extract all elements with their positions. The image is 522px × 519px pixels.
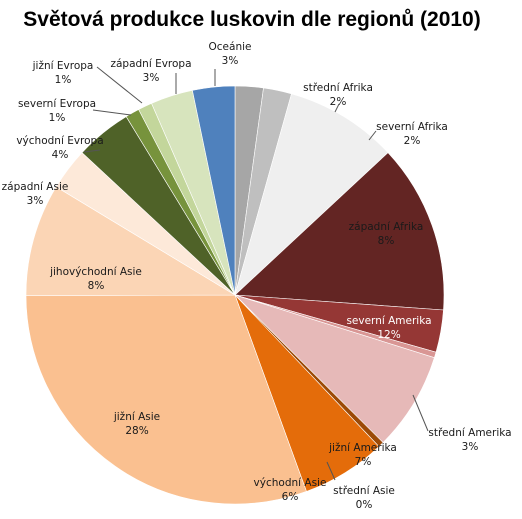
chart-title: Světová produkce luskovin dle regionů (2… — [23, 8, 480, 31]
slice-label-9: východní Asie 6% — [254, 477, 327, 503]
leader-line-13 — [83, 149, 101, 153]
slice-label-12: západní Asie 3% — [2, 181, 69, 207]
slice-label-16: západní Evropa 3% — [110, 58, 191, 84]
leader-line-14 — [92, 109, 132, 116]
pie-slice-4 — [234, 152, 445, 311]
slice-label-4: severní Amerika 12% — [346, 315, 431, 341]
slice-label-2: severní Afrika 2% — [376, 121, 448, 147]
pie-slices — [25, 85, 445, 505]
slice-label-5: střední Amerika 3% — [428, 427, 511, 453]
pie-slice-3 — [234, 93, 389, 296]
leader-line-8 — [326, 461, 336, 481]
slice-label-3: západní Afrika 8% — [349, 221, 424, 247]
slice-label-7: jižní Amerika 7% — [328, 442, 397, 468]
pie-slice-10 — [25, 294, 307, 505]
leader-line-15 — [96, 66, 143, 104]
leader-line-5 — [412, 394, 429, 432]
slice-label-15: jižní Evropa 1% — [32, 60, 94, 86]
slice-labels: střední Afrika 2%severní Afrika 2% západní … — [2, 41, 512, 511]
pie-slice-11 — [25, 186, 237, 297]
slice-label-10: jižní Asie 28% — [113, 411, 160, 437]
slice-label-17: Oceánie 3% — [209, 41, 252, 67]
slice-label-1: střední Afrika 2% — [303, 82, 373, 108]
slice-label-11: jihovýchodní Asie 8% — [49, 266, 142, 292]
slice-label-13: východní Evropa 4% — [16, 135, 103, 161]
pie-slice-7 — [234, 294, 435, 443]
leader-lines — [83, 66, 429, 481]
slice-label-8: střední Asie 0% — [333, 485, 395, 511]
leader-line-1 — [334, 103, 340, 113]
leader-line-2 — [368, 130, 377, 141]
slice-label-14: severní Evropa 1% — [18, 98, 96, 124]
pie-slice-17 — [192, 85, 236, 296]
